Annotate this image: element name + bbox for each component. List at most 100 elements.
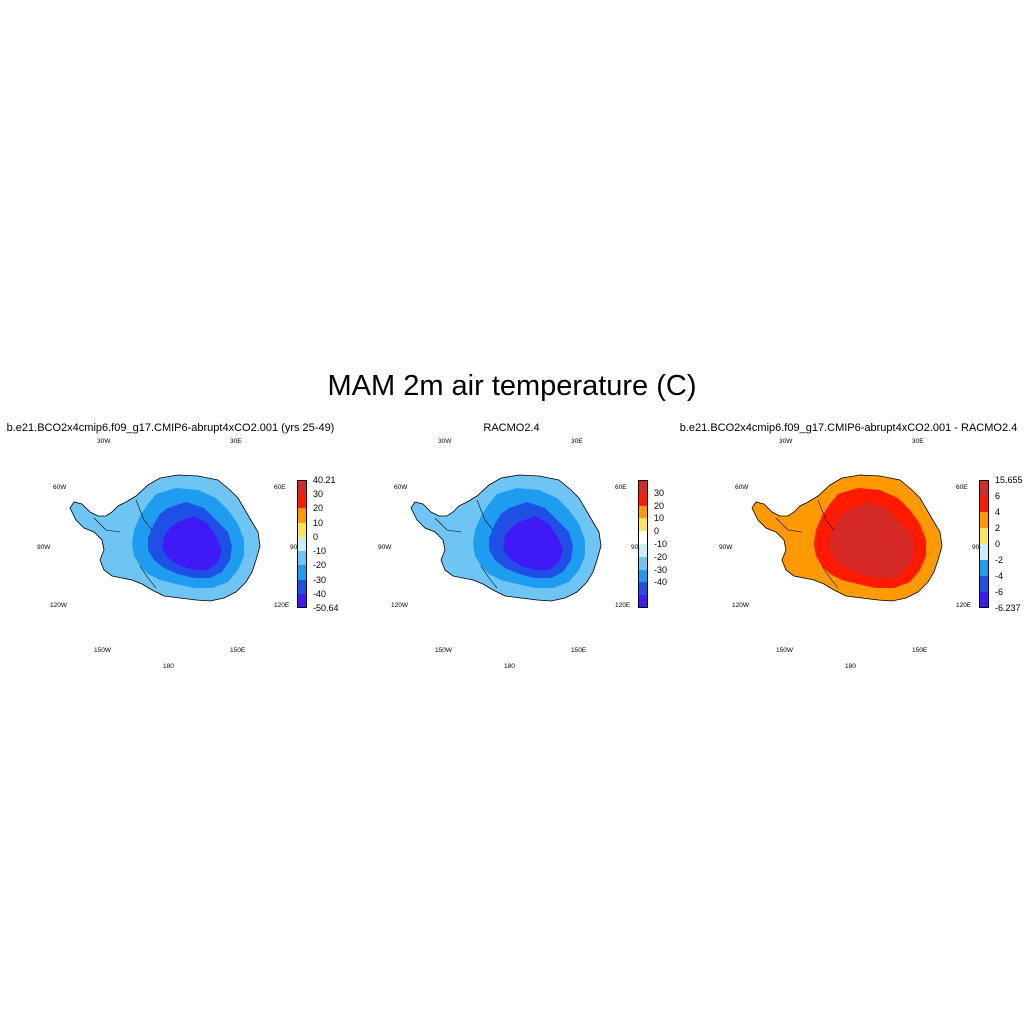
panel-title: b.e21.BCO2x4cmip6.f09_g17.CMIP6-abrupt4x… (679, 422, 1018, 434)
longitude-label: 120E (956, 602, 972, 609)
longitude-label: 60E (274, 484, 286, 491)
panel-title: b.e21.BCO2x4cmip6.f09_g17.CMIP6-abrupt4x… (6, 422, 335, 434)
colorbar-segment (979, 576, 989, 592)
longitude-label: 30E (912, 438, 924, 445)
longitude-label: 60E (615, 484, 627, 491)
colorbar-label: 0 (995, 539, 1001, 549)
colorbar-segment (979, 560, 989, 576)
colorbar-label: 2 (995, 523, 1001, 533)
colorbar-segment (638, 505, 648, 519)
colorbar-segment (638, 480, 648, 493)
longitude-label: 150E (230, 647, 246, 654)
colorbar-label: 20 (313, 503, 324, 514)
colorbar-segment (638, 518, 648, 532)
colorbar-label: 15.655 (995, 475, 1023, 485)
colorbar-segment (979, 480, 989, 496)
colorbar-segment (979, 496, 989, 512)
longitude-label: 30E (230, 438, 242, 445)
panel-model: b.e21.BCO2x4cmip6.f09_g17.CMIP6-abrupt4x… (0, 420, 341, 680)
longitude-label: 150W (94, 647, 111, 654)
colorbar-label: 6 (995, 491, 1001, 501)
panel-difference: b.e21.BCO2x4cmip6.f09_g17.CMIP6-abrupt4x… (680, 420, 1023, 680)
colorbar-label: -40 (313, 588, 327, 599)
colorbar-label: -6.237 (995, 603, 1021, 613)
map-region-core (503, 516, 563, 570)
antarctica-map (69, 474, 261, 602)
colorbar-label: -4 (995, 571, 1004, 581)
colorbar-label: -30 (654, 564, 668, 575)
colorbar-label: -20 (313, 560, 327, 571)
coastline (410, 474, 602, 602)
colorbar-segment (979, 544, 989, 560)
longitude-label: 120W (732, 602, 749, 609)
longitude-label: 90W (719, 544, 733, 551)
colorbar-segment (297, 536, 307, 552)
longitude-label: 120W (50, 602, 67, 609)
panel-title: RACMO2.4 (483, 422, 540, 434)
longitude-label: 60W (394, 484, 408, 491)
longitude-label: 180 (163, 663, 174, 670)
colorbar-label: 20 (654, 500, 665, 511)
longitude-label: 120E (615, 602, 631, 609)
colorbar-label: -30 (313, 574, 327, 585)
colorbar-label: -10 (313, 546, 327, 557)
longitude-label: 30W (97, 438, 111, 445)
panel-racmo: RACMO2.4 30W 30E 60W 60E 90W 90E 120W 120E 150W 1… (341, 420, 682, 680)
colorbar (297, 480, 307, 608)
longitude-label: 150W (435, 647, 452, 654)
colorbar-segment (297, 551, 307, 566)
longitude-label: 90E (972, 544, 984, 551)
longitude-label: 30W (779, 438, 793, 445)
colorbar-segment (638, 492, 648, 506)
colorbar-segment (638, 543, 648, 557)
ice-shelf-line (93, 499, 157, 589)
colorbar-segment (297, 494, 307, 509)
colorbar-segment (979, 528, 989, 544)
ice-shelf-line (434, 499, 498, 589)
coastline (751, 474, 943, 602)
colorbar-segment (297, 565, 307, 580)
longitude-label: 120E (274, 602, 290, 609)
colorbar-segment (297, 480, 307, 495)
coastline (69, 474, 261, 602)
colorbar (638, 480, 648, 608)
colorbar-segment (638, 531, 648, 544)
ice-shelf-line (775, 499, 839, 589)
colorbar-segment (979, 592, 989, 608)
longitude-label: 30E (571, 438, 583, 445)
colorbar-label: 40.21 (313, 475, 336, 485)
colorbar-segment (297, 508, 307, 523)
longitude-label: 90W (378, 544, 392, 551)
colorbar-segment (638, 582, 648, 596)
colorbar-label: -50.64 (313, 603, 339, 613)
colorbar-label: 0 (313, 531, 319, 542)
colorbar-label: -20 (654, 551, 668, 562)
colorbar-segment (979, 512, 989, 528)
figure-title: MAM 2m air temperature (C) (327, 370, 697, 402)
longitude-label: 60W (53, 484, 67, 491)
longitude-label: 120W (391, 602, 408, 609)
colorbar-label: 10 (313, 517, 324, 528)
longitude-label: 30W (438, 438, 452, 445)
colorbar-segment (297, 579, 307, 594)
colorbar-label: 0 (654, 526, 660, 537)
longitude-label: 60E (956, 484, 968, 491)
colorbar-label: -2 (995, 555, 1004, 565)
longitude-label: 180 (845, 663, 856, 670)
map-region-core (162, 516, 222, 570)
colorbar-label: -40 (654, 577, 668, 588)
colorbar-segment (638, 556, 648, 570)
longitude-label: 90E (290, 544, 302, 551)
longitude-label: 90E (631, 544, 643, 551)
longitude-label: 60W (735, 484, 749, 491)
longitude-label: 90W (37, 544, 51, 551)
antarctica-map (410, 474, 602, 602)
longitude-label: 150E (571, 647, 587, 654)
longitude-label: 180 (504, 663, 515, 670)
longitude-label: 150E (912, 647, 928, 654)
colorbar-segment (297, 522, 307, 537)
colorbar-segment (638, 569, 648, 583)
colorbar-label: 30 (654, 487, 665, 498)
colorbar-segment (297, 593, 307, 608)
antarctica-map (751, 474, 943, 602)
